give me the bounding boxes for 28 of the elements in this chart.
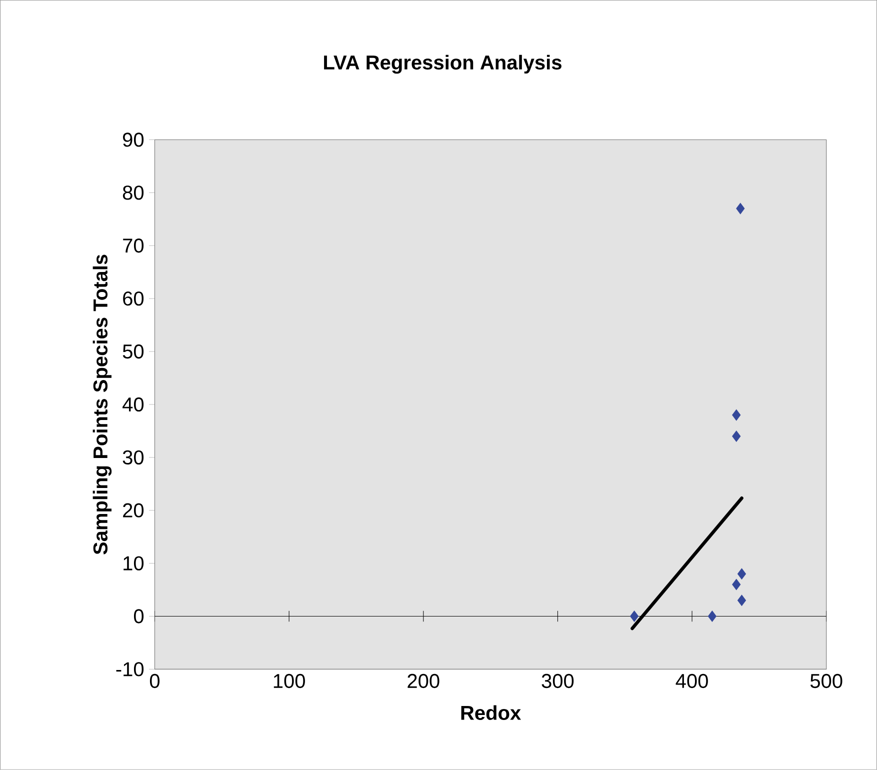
x-axis-title: Redox (461, 705, 521, 720)
y-axis-title: Sampling Points Species Totals (92, 254, 112, 554)
x-tick-label: 400 (676, 674, 708, 688)
x-tick-label: 500 (810, 674, 842, 688)
x-tick-label: 300 (542, 674, 574, 688)
x-tick-label: 0 (150, 674, 160, 688)
point (708, 610, 716, 622)
point (732, 578, 741, 590)
point (737, 568, 746, 580)
y-tick-label: 0 (134, 609, 144, 624)
y-tick-label: -10 (116, 662, 144, 676)
y-tick-label: 70 (123, 238, 144, 253)
point (737, 594, 746, 606)
y-tick-label: 20 (123, 503, 144, 518)
y-tick-label: 50 (122, 344, 144, 359)
point (732, 409, 741, 421)
y-tick-label: 60 (123, 292, 144, 306)
point (630, 610, 639, 622)
point (732, 430, 741, 442)
point (736, 202, 745, 214)
y-tick-label: 30 (122, 450, 144, 465)
y-tick-label: 80 (122, 186, 144, 200)
chart-title: LVA Regression Analysis (324, 54, 562, 74)
y-tick-label: 10 (124, 556, 144, 570)
x-tick-label: 200 (408, 674, 440, 688)
y-tick-label: 90 (123, 132, 144, 147)
x-tick-label: 100 (274, 674, 305, 688)
y-tick-label: 40 (122, 397, 144, 412)
